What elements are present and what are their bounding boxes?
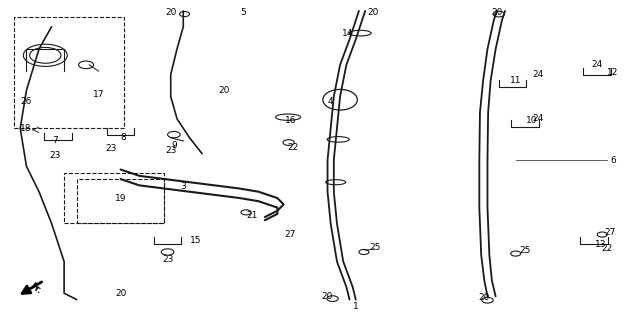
Text: 20: 20	[491, 8, 503, 17]
Text: 23: 23	[49, 151, 60, 160]
Text: 7: 7	[52, 136, 57, 146]
Text: 20: 20	[219, 86, 230, 95]
Text: 25: 25	[369, 243, 381, 252]
Text: 5: 5	[240, 8, 246, 17]
Text: 11: 11	[510, 76, 522, 85]
Text: 14: 14	[342, 28, 353, 38]
Text: 3: 3	[180, 182, 186, 191]
Text: 27: 27	[284, 230, 295, 239]
Text: 23: 23	[165, 146, 176, 155]
Text: 18: 18	[20, 124, 31, 133]
Text: 22: 22	[601, 244, 612, 253]
Text: 24: 24	[532, 70, 543, 79]
Text: 24: 24	[592, 60, 603, 69]
Bar	[77, 179, 164, 223]
Text: 27: 27	[604, 228, 616, 237]
Text: 26: 26	[21, 97, 32, 106]
Text: 19: 19	[115, 194, 126, 203]
Text: 6: 6	[610, 156, 616, 164]
Text: 12: 12	[607, 68, 619, 77]
Bar	[64, 173, 164, 223]
Text: 13: 13	[595, 240, 606, 249]
Text: 17: 17	[93, 91, 105, 100]
Text: 16: 16	[285, 116, 297, 125]
Text: 23: 23	[162, 255, 173, 264]
Text: 20: 20	[367, 8, 379, 17]
Text: 20: 20	[115, 289, 126, 298]
Text: 21: 21	[246, 211, 258, 220]
Text: 20: 20	[165, 8, 176, 17]
Text: 8: 8	[121, 133, 127, 142]
Text: 4: 4	[328, 97, 333, 106]
Text: 24: 24	[532, 114, 543, 123]
Text: 25: 25	[519, 246, 531, 255]
Text: 20: 20	[479, 293, 490, 302]
Text: 15: 15	[190, 236, 202, 245]
Text: 20: 20	[322, 292, 333, 301]
Text: 23: 23	[105, 144, 117, 153]
Text: 10: 10	[525, 116, 537, 125]
Bar	[14, 17, 123, 128]
Text: Fr.: Fr.	[28, 281, 43, 296]
Text: 9: 9	[171, 141, 177, 150]
Text: 22: 22	[287, 143, 299, 152]
Text: 1: 1	[353, 302, 358, 311]
